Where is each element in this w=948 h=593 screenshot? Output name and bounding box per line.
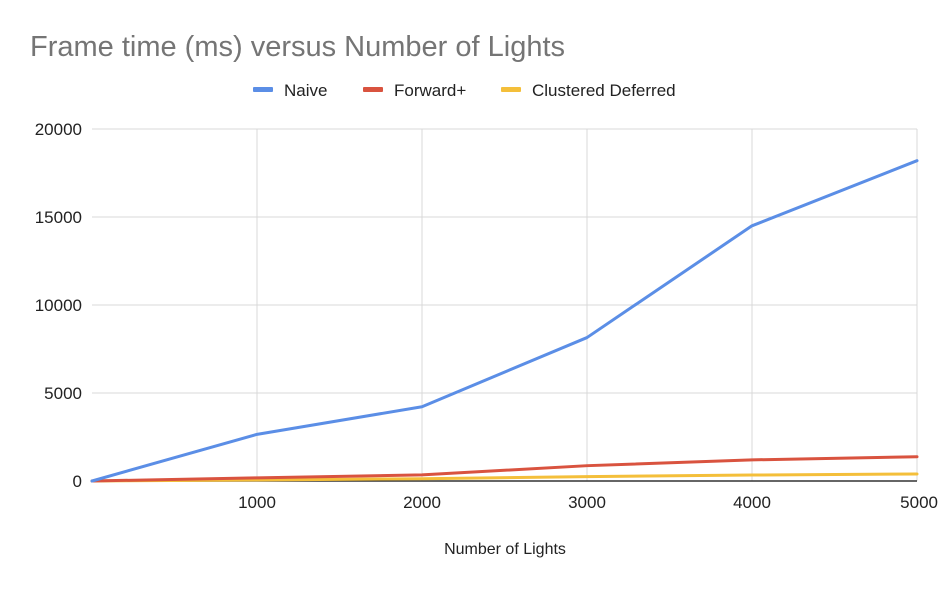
y-axis-tick-labels: 0 5000 10000 15000 20000 [35,120,82,491]
x-axis-tick-labels: 1000 2000 3000 4000 5000 [238,493,938,512]
legend-label-naive: Naive [284,81,327,100]
gridlines [92,128,918,481]
x-tick-label: 4000 [733,493,771,512]
y-tick-label: 20000 [35,120,82,139]
legend-label-clustered-deferred: Clustered Deferred [532,81,676,100]
series-lines [90,159,919,483]
legend-swatch-forward [363,87,383,92]
legend-swatch-naive [253,87,273,92]
x-tick-label: 5000 [900,493,938,512]
series-line-naive [90,159,919,483]
series-line-clustered-deferred [90,472,919,483]
y-tick-label: 10000 [35,296,82,315]
x-axis-label: Number of Lights [444,541,566,558]
y-tick-label: 5000 [44,384,82,403]
y-tick-label: 15000 [35,208,82,227]
legend-swatch-clustered-deferred [501,87,521,92]
y-tick-label: 0 [73,472,82,491]
x-tick-label: 3000 [568,493,606,512]
x-tick-label: 2000 [403,493,441,512]
legend: Naive Forward+ Clustered Deferred [253,81,676,100]
legend-label-forward: Forward+ [394,81,466,100]
chart-title: Frame time (ms) versus Number of Lights [30,31,565,63]
series-line-forward [90,455,919,483]
x-tick-label: 1000 [238,493,276,512]
